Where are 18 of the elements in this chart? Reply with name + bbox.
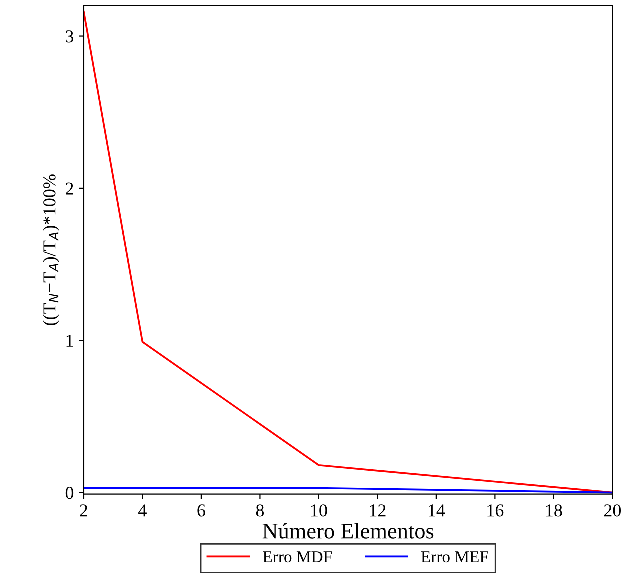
legend-label: Erro MEF (421, 552, 488, 563)
x-tick-label: 16 (488, 504, 504, 517)
x-tick-label: 6 (198, 504, 206, 517)
x-tick-label: 4 (138, 504, 147, 517)
y-tick-label: 1 (66, 334, 74, 347)
x-tick-label: 2 (80, 504, 88, 517)
y-tick-label: 0 (66, 487, 74, 500)
x-tick-label: 20 (604, 504, 622, 517)
x-tick-label: 12 (370, 504, 386, 517)
x-tick-label: 8 (256, 504, 264, 517)
x-axis-title: Número Elementos (262, 523, 434, 539)
y-axis-title: ((T$_{N}$−T$_{A}$)/T$_{A}$)*100% (43, 174, 60, 326)
y-tick-label: 2 (66, 182, 74, 195)
x-tick-label: 14 (428, 504, 446, 517)
x-tick-label: 18 (546, 504, 562, 517)
y-tick-label: 3 (66, 30, 74, 43)
x-tick-label: 10 (312, 504, 328, 517)
legend-label: Erro MDF (263, 552, 332, 563)
